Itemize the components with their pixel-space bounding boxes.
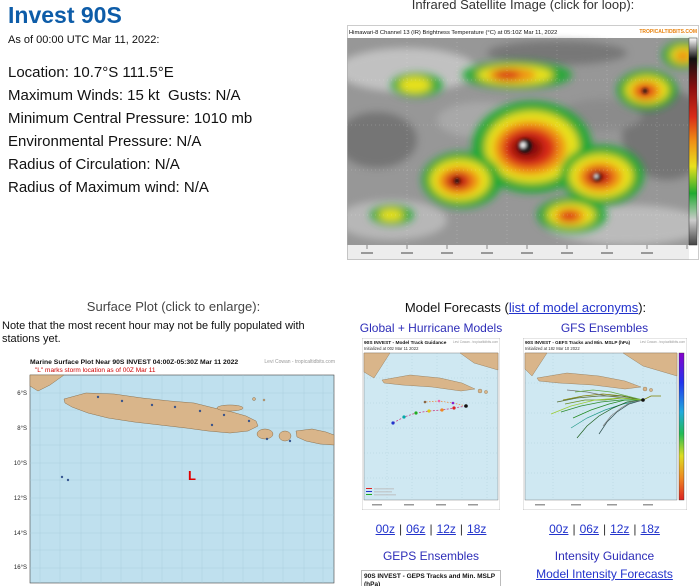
model-forecasts-section: Model Forecasts (list of model acronyms)… [352,300,699,586]
track-guidance-thumbnail[interactable]: 90S INVEST - Model Track Guidance Levi C… [361,337,501,511]
svg-text:8°S: 8°S [17,426,27,432]
station-plots [60,395,292,482]
satellite-axis-strip [347,245,689,260]
satellite-image-title: Himawari-8 Channel 13 (IR) Brightness Te… [349,30,557,36]
gefs-thumb-credit: Levi Cowan - tropicaltidbits.com [640,340,685,344]
surface-map-graphic: Marine Surface Plot Near 90S INVEST 04:0… [2,355,337,586]
convection-cores [454,88,648,184]
map-grid [30,375,334,583]
svg-text:16°S: 16°S [14,565,27,571]
heading-text-post: ): [638,300,647,315]
stat-radius-max-wind: Radius of Maximum wind: N/A [8,179,209,196]
model-columns: Global + Hurricane Models 90S INVEST - M… [352,321,699,586]
separator: | [572,522,576,536]
model-intensity-forecasts-link[interactable]: Model Intensity Forecasts [536,567,673,581]
svg-text:10°S: 10°S [14,461,27,467]
gefs-axis-marks [534,504,653,506]
model-acronyms-link[interactable]: list of model acronyms [508,300,639,315]
surface-plot-section: Surface Plot (click to enlarge): Note th… [2,300,345,586]
gefs-time-18z[interactable]: 18z [640,522,660,536]
gefs-thumb-title: 90S INVEST - GEFS Tracks and Min. MSLP (… [525,340,631,345]
satellite-heading: Infrared Satellite Image (click for loop… [411,0,635,12]
geps-thumb-title: 90S INVEST - GEPS Tracks and Min. MSLP (… [364,573,496,586]
track-time-18z[interactable]: 18z [467,522,487,536]
global-models-title: Global + Hurricane Models [359,321,503,335]
gfs-ensembles-column: GFS Ensembles 90S INVEST - GEFS Tracks a… [510,321,699,586]
separator: | [459,522,464,536]
track-thumb-credit: Levi Cowan - tropicaltidbits.com [453,340,498,344]
geps-thumbnail-partial[interactable]: 90S INVEST - GEPS Tracks and Min. MSLP (… [361,570,501,586]
invest-summary: Invest 90S As of 00:00 UTC Mar 11, 2022:… [8,2,340,199]
track-guidance-graphic: 90S INVEST - Model Track Guidance Levi C… [361,337,501,511]
surface-plot-heading: Surface Plot (click to enlarge): [86,299,261,314]
model-tracks [391,399,468,425]
track-time-00z[interactable]: 00z [375,522,395,536]
satellite-section: Infrared Satellite Image (click for loop… [337,0,699,260]
satellite-ir-graphic: Himawari-8 Channel 13 (IR) Brightness Te… [337,25,699,260]
surface-map-title: Marine Surface Plot Near 90S INVEST 04:0… [30,359,238,366]
page-title: Invest 90S [8,2,122,28]
gefs-time-06z[interactable]: 06z [579,522,599,536]
global-models-column: Global + Hurricane Models 90S INVEST - M… [352,321,510,586]
gefs-spaghetti [550,389,661,439]
svg-text:6°S: 6°S [17,391,27,397]
gefs-land [524,352,677,392]
track-thumb-init: Initialized at 00z Mar 11 2022 [364,346,419,351]
stat-min-pressure: Minimum Central Pressure: 1010 mb [8,110,253,127]
gefs-times-row: 00z | 06z | 12z | 18z [510,522,699,536]
surface-map-subtitle: "L" marks storm location as of 00Z Mar 1… [35,367,156,374]
track-thumb-title: 90S INVEST - Model Track Guidance [364,340,447,346]
storm-location-marker: L [188,468,196,483]
track-times-row: 00z | 06z | 12z | 18z [352,522,510,536]
track-time-12z[interactable]: 12z [436,522,456,536]
gefs-start-marker [640,398,645,402]
gefs-time-12z[interactable]: 12z [610,522,630,536]
as-of-line: As of 00:00 UTC Mar 11, 2022: [8,34,160,46]
geps-ensembles-title: GEPS Ensembles [382,549,480,563]
separator: | [398,522,403,536]
lat-axis-labels: 6°S 8°S 10°S 12°S 14°S 16°S [14,391,27,571]
model-forecasts-heading: Model Forecasts (list of model acronyms)… [352,300,699,315]
gefs-graphic: 90S INVEST - GEFS Tracks and Min. MSLP (… [522,337,687,511]
stat-max-winds: Maximum Winds: 15 kt Gusts: N/A [8,87,241,104]
gfs-ensembles-title: GFS Ensembles [560,321,649,335]
mslp-colorbar [678,352,684,501]
landmass-java [29,374,335,446]
graticule [347,38,689,245]
satellite-title-strip: Himawari-8 Channel 13 (IR) Brightness Te… [349,29,697,36]
svg-text:14°S: 14°S [14,531,27,537]
intensity-guidance-title: Intensity Guidance [554,549,655,563]
heading-text-pre: Model Forecasts ( [404,300,509,315]
ir-colorbar [688,37,698,246]
stat-radius-circulation: Radius of Circulation: N/A [8,156,180,173]
separator: | [633,522,637,536]
surface-plot-note: Note that the most recent hour may not b… [2,320,305,345]
gefs-thumbnail[interactable]: 90S INVEST - GEFS Tracks and Min. MSLP (… [522,337,687,511]
storm-stats: Location: 10.7°S 111.5°E Maximum Winds: … [8,61,340,199]
brand-watermark: TROPICALTIDBITS.COM [639,29,697,35]
thumb-axis-marks [372,504,478,506]
track-time-06z[interactable]: 06z [406,522,426,536]
separator: | [429,522,433,536]
surface-map-credit: Levi Cowan - tropicaltidbits.com [264,359,335,365]
stat-location: Location: 10.7°S 111.5°E [8,64,174,81]
gefs-time-00z[interactable]: 00z [549,522,569,536]
stat-env-pressure: Environmental Pressure: N/A [8,133,202,150]
satellite-image[interactable]: Himawari-8 Channel 13 (IR) Brightness Te… [337,25,699,260]
thumb-legend [366,488,396,496]
surface-plot-image[interactable]: Marine Surface Plot Near 90S INVEST 04:0… [2,355,345,586]
separator: | [602,522,607,536]
gefs-thumb-init: Initialized at 18z Mar 10 2022 [525,346,580,351]
thumb-land [363,352,499,394]
svg-text:12°S: 12°S [14,496,27,502]
